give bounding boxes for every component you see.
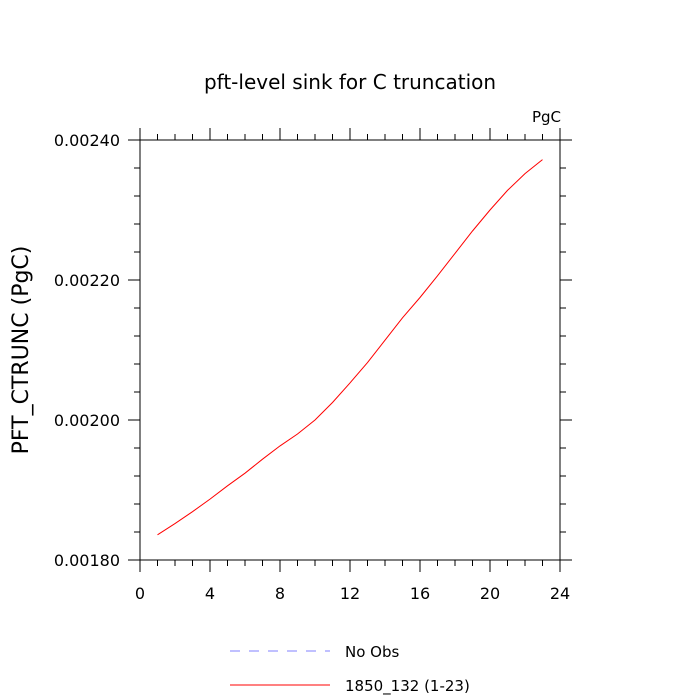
- x-tick-label: 4: [205, 584, 215, 603]
- x-tick-label: 12: [340, 584, 360, 603]
- series-line-1850-132: [157, 159, 543, 536]
- units-label: PgC: [532, 108, 561, 126]
- y-tick-label: 0.00200: [54, 411, 120, 430]
- plot-frame: [139, 139, 561, 561]
- axis-tick-labels: 0 4 8 12 16 20 24 0.00180 0.00200 0.00220 0.00240: [54, 131, 570, 603]
- legend-label-no-obs: No Obs: [345, 643, 399, 661]
- x-tick-label: 8: [275, 584, 285, 603]
- chart-title: pft-level sink for C truncation: [204, 70, 496, 94]
- x-tick-label: 16: [410, 584, 430, 603]
- y-tick-label: 0.00240: [54, 131, 120, 150]
- x-tick-label: 0: [135, 584, 145, 603]
- legend: No Obs 1850_132 (1-23): [230, 643, 470, 696]
- x-tick-label: 20: [480, 584, 500, 603]
- x-tick-label: 24: [550, 584, 570, 603]
- axis-ticks: [128, 128, 572, 572]
- y-axis-label: PFT_CTRUNC (PgC): [9, 246, 34, 455]
- y-tick-label: 0.00220: [54, 271, 120, 290]
- legend-label-1850-132: 1850_132 (1-23): [345, 677, 470, 696]
- y-tick-label: 0.00180: [54, 551, 120, 570]
- series-layer: [157, 159, 543, 536]
